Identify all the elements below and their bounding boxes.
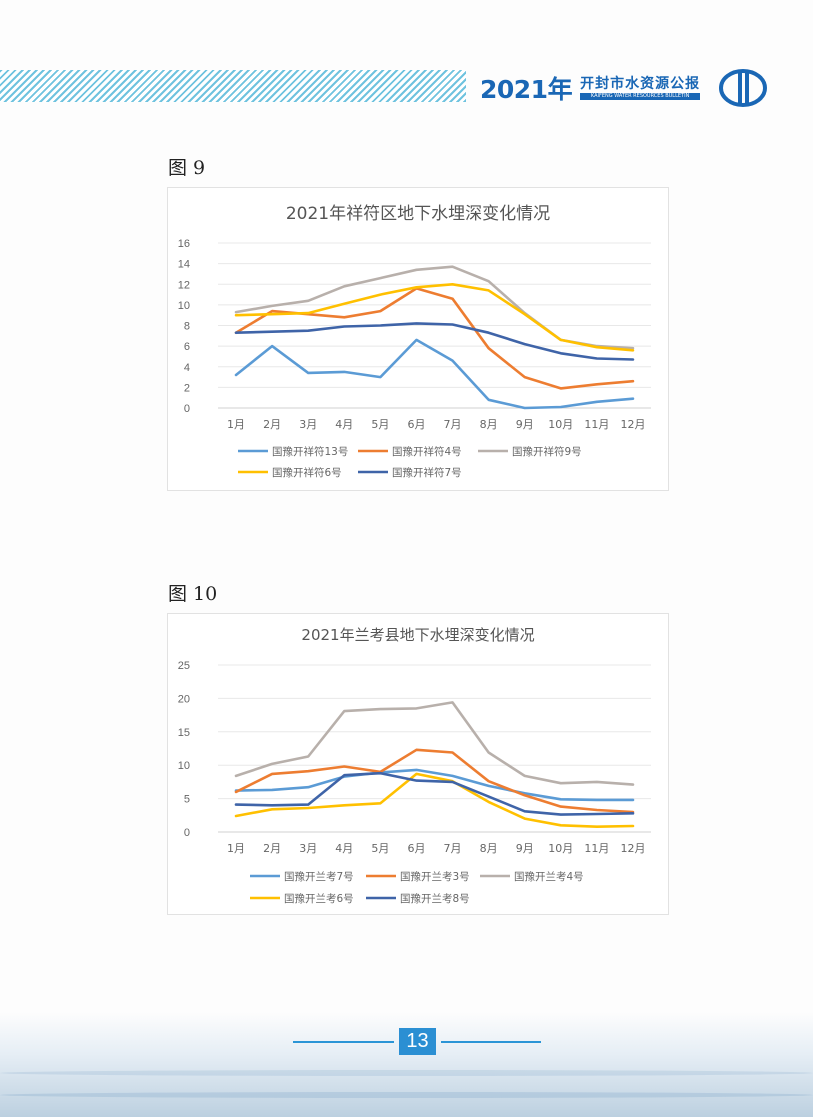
x-tick-label: 3月 [299,842,317,855]
x-tick-label: 11月 [584,842,609,855]
y-tick-label: 25 [178,660,190,672]
y-tick-label: 12 [178,279,190,291]
x-tick-label: 7月 [444,842,462,855]
x-tick-label: 8月 [480,842,498,855]
bulletin-title-cn: 开封市水资源公报 [580,76,701,92]
header-stripe-band [0,70,466,102]
x-tick-label: 6月 [407,842,425,855]
y-tick-label: 2 [184,382,190,394]
y-tick-label: 6 [184,341,190,353]
x-tick-label: 3月 [299,418,317,431]
series-line-2 [234,748,635,814]
x-tick-label: 1月 [227,418,245,431]
y-tick-label: 8 [184,321,190,333]
bulletin-title-box: 开封市水资源公报 KAIFENG WATER RESOURCES BULLETI… [580,76,701,100]
header-year: 2021年 [480,75,573,104]
legend-label: 国豫开祥符4号 [392,445,462,458]
chart-xiangfu-groundwater: 2021年祥符区地下水埋深变化情况 0 2 4 6 8 10 12 14 16 1月 2月 3月 4月 5月… [178,204,651,479]
legend-label: 国豫开兰考7号 [284,870,354,883]
chart-10-frame: 2021年兰考县地下水埋深变化情况 0 5 10 15 20 25 1月 2月 3月 4月 5月 6月 7… [167,613,669,915]
series-line-1 [234,768,635,802]
x-tick-label: 5月 [371,418,389,431]
chart-title: 2021年兰考县地下水埋深变化情况 [301,626,534,644]
x-tick-label: 2月 [263,842,281,855]
x-tick-label: 10月 [548,418,573,431]
legend-label: 国豫开祥符7号 [392,466,462,479]
x-tick-label: 9月 [516,418,534,431]
y-tick-label: 10 [178,760,190,772]
chart-9-frame: 2021年祥符区地下水埋深变化情况 0 2 4 6 8 10 12 14 16 1月 2月 3月 4月 5月… [167,187,669,491]
figure-9-label: 图 9 [168,157,206,179]
series-line-4 [234,283,635,352]
y-tick-label: 20 [178,693,190,705]
y-tick-label: 15 [178,727,190,739]
figure-10-label: 图 10 [168,583,218,605]
water-bulletin-logo-icon [719,69,767,107]
header-title: 2021年 开封市水资源公报 KAIFENG WATER RESOURCES B… [480,70,701,106]
x-tick-label: 6月 [407,418,425,431]
x-tick-label: 4月 [335,842,353,855]
bulletin-title-en: KAIFENG WATER RESOURCES BULLETIN [580,93,701,100]
page-number: 13 [399,1028,436,1055]
y-tick-label: 16 [178,238,190,250]
footer-wave [0,1070,813,1076]
series-line-3 [234,701,635,786]
x-tick-label: 9月 [516,842,534,855]
y-tick-label: 0 [184,827,190,839]
x-tick-label: 8月 [480,418,498,431]
x-tick-label: 12月 [620,418,645,431]
x-tick-label: 2月 [263,418,281,431]
x-tick-label: 1月 [227,842,245,855]
legend-label: 国豫开兰考3号 [400,870,470,883]
legend-label: 国豫开兰考6号 [284,892,354,905]
series-line-5 [234,771,635,816]
y-tick-label: 14 [178,259,190,271]
x-tick-label: 7月 [444,418,462,431]
y-tick-label: 10 [178,300,190,312]
x-tick-label: 11月 [584,418,609,431]
legend-label: 国豫开兰考4号 [514,870,584,883]
legend-label: 国豫开祥符6号 [272,466,342,479]
x-tick-label: 10月 [548,842,573,855]
footer-wave [0,1092,813,1098]
x-tick-label: 5月 [371,842,389,855]
x-tick-label: 4月 [335,418,353,431]
series-line-5 [234,322,635,361]
x-tick-label: 12月 [620,842,645,855]
series-line-1 [234,338,635,410]
y-tick-label: 0 [184,403,190,415]
chart-title: 2021年祥符区地下水埋深变化情况 [286,204,550,224]
page-number-rule-right [441,1041,541,1043]
series-line-3 [234,265,635,350]
legend-label: 国豫开祥符9号 [512,445,582,458]
legend-label: 国豫开祥符13号 [272,445,348,458]
y-tick-label: 5 [184,794,190,806]
series-line-4 [234,772,635,828]
y-tick-label: 4 [184,362,190,374]
legend-label: 国豫开兰考8号 [400,892,470,905]
chart-lankao-groundwater: 2021年兰考县地下水埋深变化情况 0 5 10 15 20 25 1月 2月 3月 4月 5月 6月 7… [178,626,651,905]
page-number-rule-left [293,1041,394,1043]
